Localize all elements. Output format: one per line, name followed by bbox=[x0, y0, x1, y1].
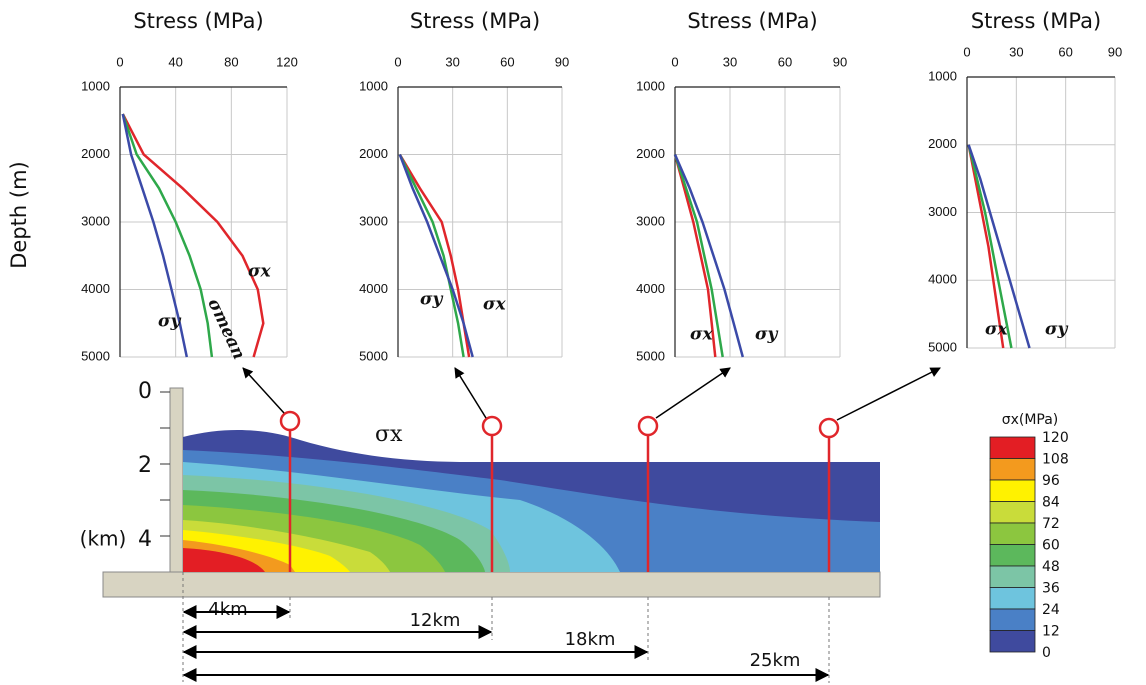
pointer-arrow bbox=[656, 368, 730, 418]
x-tick-label: 30 bbox=[1009, 44, 1023, 59]
colorbar-label: 0 bbox=[1042, 645, 1051, 661]
y-tick-label: 1000 bbox=[928, 68, 957, 83]
base-layer bbox=[103, 572, 880, 597]
colorbar-label: 72 bbox=[1042, 516, 1060, 532]
distance-label: 25km bbox=[750, 650, 801, 671]
colorbar-label: 84 bbox=[1042, 495, 1060, 511]
y-tick-label: 2000 bbox=[81, 146, 110, 161]
distance-label: 12km bbox=[410, 610, 461, 631]
x-tick-label: 90 bbox=[555, 54, 569, 69]
wall bbox=[170, 388, 183, 572]
depth-label: 0 bbox=[138, 379, 152, 404]
section-label: σx bbox=[375, 422, 403, 447]
distance-label: 18km bbox=[565, 629, 616, 650]
x-tick-label: 30 bbox=[445, 54, 459, 69]
x-tick-label: 30 bbox=[723, 54, 737, 69]
stress-line bbox=[400, 155, 464, 358]
colorbar-swatch bbox=[990, 480, 1035, 502]
stress-line bbox=[969, 145, 1012, 348]
station bbox=[820, 419, 838, 437]
colorbar-swatch bbox=[990, 566, 1035, 588]
x-tick-label: 0 bbox=[671, 54, 678, 69]
x-tick-label: 90 bbox=[833, 54, 847, 69]
y-tick-label: 4000 bbox=[81, 281, 110, 296]
colorbar-label: 36 bbox=[1042, 581, 1060, 597]
y-tick-label: 3000 bbox=[928, 204, 957, 219]
series-label: σy bbox=[420, 290, 444, 310]
colorbar-swatch bbox=[990, 523, 1035, 545]
x-tick-label: 0 bbox=[394, 54, 401, 69]
colorbar-swatch bbox=[990, 609, 1035, 631]
pointer-arrow bbox=[455, 368, 486, 418]
depth-unit: (km) bbox=[80, 527, 127, 551]
y-axis-title: Depth (m) bbox=[7, 161, 31, 268]
pointer-arrow bbox=[243, 368, 284, 413]
y-tick-label: 5000 bbox=[636, 348, 665, 363]
y-tick-label: 5000 bbox=[359, 348, 388, 363]
x-tick-label: 60 bbox=[778, 54, 792, 69]
x-tick-label: 0 bbox=[963, 44, 970, 59]
colorbar-title: σx(MPa) bbox=[1002, 412, 1059, 428]
y-tick-label: 4000 bbox=[928, 272, 957, 287]
series-label: σy bbox=[1045, 320, 1069, 340]
x-axis-title: Stress (MPa) bbox=[687, 9, 817, 33]
colorbar-swatch bbox=[990, 437, 1035, 459]
depth-label: 2 bbox=[138, 453, 152, 478]
distance-label: 4km bbox=[208, 599, 247, 620]
y-tick-label: 2000 bbox=[928, 136, 957, 151]
x-tick-label: 0 bbox=[116, 54, 123, 69]
stress-line bbox=[123, 114, 263, 357]
series-label: σx bbox=[690, 325, 714, 345]
station bbox=[281, 412, 299, 430]
series-label: σx bbox=[985, 320, 1009, 340]
colorbar-label: 96 bbox=[1042, 473, 1060, 489]
stress-line bbox=[969, 145, 1004, 348]
series-label: σy bbox=[755, 325, 779, 345]
y-tick-label: 1000 bbox=[636, 78, 665, 93]
colorbar-label: 12 bbox=[1042, 624, 1060, 640]
stress-line bbox=[400, 155, 473, 358]
y-tick-label: 1000 bbox=[359, 78, 388, 93]
series-label: σy bbox=[158, 312, 182, 332]
y-tick-label: 3000 bbox=[636, 213, 665, 228]
series-label: σx bbox=[248, 262, 272, 282]
colorbar-swatch bbox=[990, 459, 1035, 481]
colorbar-swatch bbox=[990, 545, 1035, 567]
y-tick-label: 4000 bbox=[359, 281, 388, 296]
colorbar-label: 24 bbox=[1042, 602, 1060, 618]
colorbar-swatch bbox=[990, 588, 1035, 610]
colorbar-label: 60 bbox=[1042, 538, 1060, 554]
depth-label: 4 bbox=[138, 527, 152, 552]
x-tick-label: 120 bbox=[276, 54, 298, 69]
colorbar-label: 120 bbox=[1042, 430, 1069, 446]
x-axis-title: Stress (MPa) bbox=[971, 9, 1101, 33]
y-tick-label: 3000 bbox=[81, 213, 110, 228]
x-tick-label: 60 bbox=[1058, 44, 1072, 59]
pointer-arrow bbox=[837, 368, 940, 420]
y-tick-label: 3000 bbox=[359, 213, 388, 228]
colorbar-swatch bbox=[990, 631, 1035, 653]
y-tick-label: 2000 bbox=[359, 146, 388, 161]
series-label: σx bbox=[483, 295, 507, 315]
x-axis-title: Stress (MPa) bbox=[133, 9, 263, 33]
colorbar-label: 48 bbox=[1042, 559, 1060, 575]
y-tick-label: 1000 bbox=[81, 78, 110, 93]
x-tick-label: 60 bbox=[500, 54, 514, 69]
figure: 0 2 4 (km) σx σx(MPa) ​ 4km 12km 18km 25… bbox=[0, 0, 1146, 685]
colorbar-swatch bbox=[990, 502, 1035, 524]
colorbar-label: 108 bbox=[1042, 452, 1069, 468]
station bbox=[639, 417, 657, 435]
y-tick-label: 5000 bbox=[81, 348, 110, 363]
x-axis-title: Stress (MPa) bbox=[410, 9, 540, 33]
y-tick-label: 5000 bbox=[928, 339, 957, 354]
x-tick-label: 40 bbox=[168, 54, 182, 69]
x-tick-label: 90 bbox=[1108, 44, 1122, 59]
station bbox=[483, 417, 501, 435]
y-tick-label: 4000 bbox=[636, 281, 665, 296]
y-tick-label: 2000 bbox=[636, 146, 665, 161]
x-tick-label: 80 bbox=[224, 54, 238, 69]
